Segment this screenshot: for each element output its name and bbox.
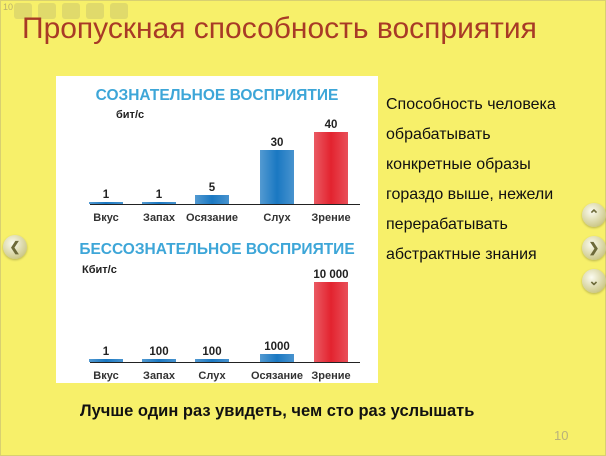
chart-bar <box>89 202 123 204</box>
chart-card: СОЗНАТЕЛЬНОЕ ВОСПРИЯТИЕ бит/с 1 Вкус 1 Запах 5… <box>56 76 378 383</box>
nav-down-button[interactable]: ⌄ <box>582 269 606 293</box>
right-text-block: Способность человека обрабатывать конкре… <box>386 90 582 270</box>
chart-bar <box>195 195 229 204</box>
right-text-line: гораздо выше, нежели <box>386 186 554 203</box>
right-text-line: перерабатывать <box>386 216 508 233</box>
chart-bar <box>260 354 294 362</box>
toolbar-icon-2[interactable] <box>38 3 56 19</box>
toolbar-icon-4[interactable] <box>86 3 104 19</box>
slide-title: Пропускная способность восприятия <box>22 12 537 45</box>
chart-bar <box>195 359 229 362</box>
chart-category-label: Осязание <box>186 212 238 224</box>
faded-toolbar <box>14 3 128 19</box>
chevron-up-icon: ⌃ <box>588 207 600 222</box>
chart-category-label: Запах <box>143 370 176 382</box>
chart-category-label: Слух <box>198 370 226 382</box>
nav-up-button[interactable]: ⌃ <box>582 203 606 227</box>
right-text-line: абстрактные знания <box>386 246 537 263</box>
chevron-down-icon: ⌄ <box>588 273 600 288</box>
chart-value-label: 10 000 <box>313 269 348 281</box>
chart-bar <box>89 359 123 362</box>
page-number: 10 <box>554 428 569 443</box>
chart-category-label: Вкус <box>93 370 118 382</box>
chart-bar <box>314 282 348 362</box>
chart-value-label: 1 <box>103 346 110 358</box>
chart-category-label: Осязание <box>251 370 303 382</box>
chart-value-label: 40 <box>325 119 338 131</box>
right-text-line: Способность человека <box>386 96 556 113</box>
toolbar-icon-3[interactable] <box>62 3 80 19</box>
right-text-line: конкретные образы <box>386 156 531 173</box>
chart-category-label: Вкус <box>93 212 118 224</box>
charts-svg: СОЗНАТЕЛЬНОЕ ВОСПРИЯТИЕ бит/с 1 Вкус 1 Запах 5… <box>79 87 360 382</box>
chart-unit-label: Кбит/с <box>82 264 117 276</box>
bottom-caption: Лучше один раз увидеть, чем сто раз услы… <box>80 402 475 420</box>
chart-category-label: Слух <box>263 212 291 224</box>
chart-value-label: 1000 <box>264 341 290 353</box>
chart-bar <box>142 359 176 362</box>
nav-prev-button[interactable]: ❮ <box>3 235 27 259</box>
chart-bar <box>142 202 176 204</box>
chart-value-label: 100 <box>202 346 221 358</box>
toolbar-icon-5[interactable] <box>110 3 128 19</box>
chevron-right-icon: ❯ <box>588 240 600 255</box>
right-text-line: обрабатывать <box>386 126 491 143</box>
chart-value-label: 5 <box>209 182 216 194</box>
chart-value-label: 1 <box>103 189 110 201</box>
chart-value-label: 30 <box>271 137 284 149</box>
chart-unit-label: бит/с <box>116 109 144 121</box>
chart-category-label: Зрение <box>311 370 350 382</box>
chart-title: БЕССОЗНАТЕЛЬНОЕ ВОСПРИЯТИЕ <box>79 241 354 258</box>
corner-slide-number: 10 <box>3 2 14 12</box>
chart-category-label: Зрение <box>311 212 350 224</box>
chart-value-label: 100 <box>149 346 168 358</box>
chevron-left-icon: ❮ <box>9 239 21 254</box>
toolbar-icon-1[interactable] <box>14 3 32 19</box>
chart-bar <box>260 150 294 204</box>
nav-next-button[interactable]: ❯ <box>582 236 606 260</box>
chart-value-label: 1 <box>156 189 163 201</box>
chart-bar <box>314 132 348 204</box>
chart-category-label: Запах <box>143 212 176 224</box>
chart-title: СОЗНАТЕЛЬНОЕ ВОСПРИЯТИЕ <box>96 87 339 104</box>
